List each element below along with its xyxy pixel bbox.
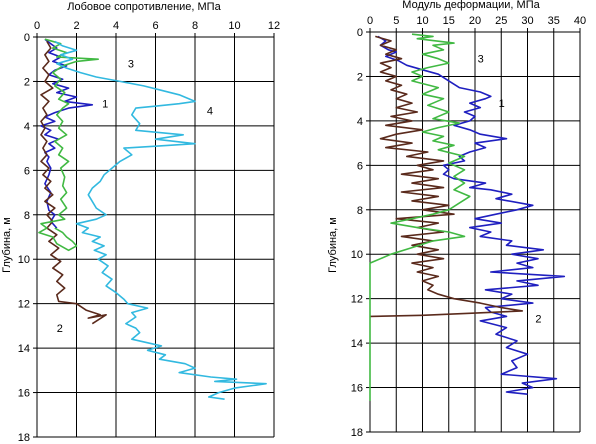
y-axis-label: Глубина, м — [327, 217, 339, 273]
curve-annotation: 1 — [499, 98, 505, 110]
series-line-3 — [369, 33, 471, 401]
x-tick-label: 10 — [228, 20, 240, 32]
chart-title: Лобовое сопротивление, МПа — [67, 1, 221, 13]
x-tick-label: 10 — [416, 15, 428, 27]
y-tick-label: 8 — [357, 205, 363, 217]
y-tick-label: 8 — [24, 210, 30, 222]
series-line-1 — [377, 35, 566, 395]
y-axis-label: Глубина, м — [1, 217, 13, 273]
y-tick-label: 4 — [24, 121, 30, 133]
curve-annotation: 1 — [102, 99, 108, 111]
series-line-2 — [40, 40, 107, 325]
x-tick-label: 35 — [548, 15, 560, 27]
y-tick-label: 4 — [357, 116, 363, 128]
y-tick-label: 2 — [357, 71, 363, 83]
x-tick-label: 40 — [574, 15, 586, 27]
x-tick-label: 4 — [113, 20, 119, 32]
x-tick-label: 5 — [393, 15, 399, 27]
y-tick-label: 6 — [24, 165, 30, 177]
curve-annotation: 4 — [207, 105, 213, 117]
y-tick-label: 18 — [351, 427, 363, 439]
x-tick-label: 0 — [34, 20, 40, 32]
x-tick-label: 8 — [192, 20, 198, 32]
x-tick-label: 30 — [521, 15, 533, 27]
y-tick-label: 16 — [351, 383, 363, 395]
series-line-2 — [369, 35, 524, 318]
curve-annotation: 2 — [57, 323, 63, 335]
curve-annotation: 3 — [478, 54, 484, 66]
y-tick-label: 0 — [24, 32, 30, 44]
x-tick-label: 15 — [443, 15, 455, 27]
chart-title: Модуль деформации, МПа — [402, 0, 540, 11]
y-tick-label: 14 — [351, 338, 363, 350]
y-tick-label: 0 — [357, 27, 363, 39]
y-tick-label: 14 — [18, 343, 30, 355]
y-tick-label: 10 — [18, 254, 30, 266]
x-tick-label: 25 — [495, 15, 507, 27]
y-tick-label: 10 — [351, 249, 363, 261]
x-tick-label: 12 — [268, 20, 280, 32]
x-tick-label: 2 — [73, 20, 79, 32]
y-tick-label: 12 — [18, 299, 30, 311]
curve-annotation: 2 — [535, 314, 541, 326]
y-tick-label: 6 — [357, 160, 363, 172]
y-tick-label: 16 — [18, 388, 30, 400]
x-tick-label: 6 — [152, 20, 158, 32]
y-tick-label: 2 — [24, 76, 30, 88]
series-line-4 — [54, 40, 267, 400]
y-tick-label: 12 — [351, 294, 363, 306]
y-tick-label: 18 — [18, 432, 30, 444]
x-tick-label: 0 — [367, 15, 373, 27]
series-line-3 — [38, 38, 99, 252]
x-tick-label: 20 — [469, 15, 481, 27]
curve-annotation: 3 — [128, 59, 134, 71]
